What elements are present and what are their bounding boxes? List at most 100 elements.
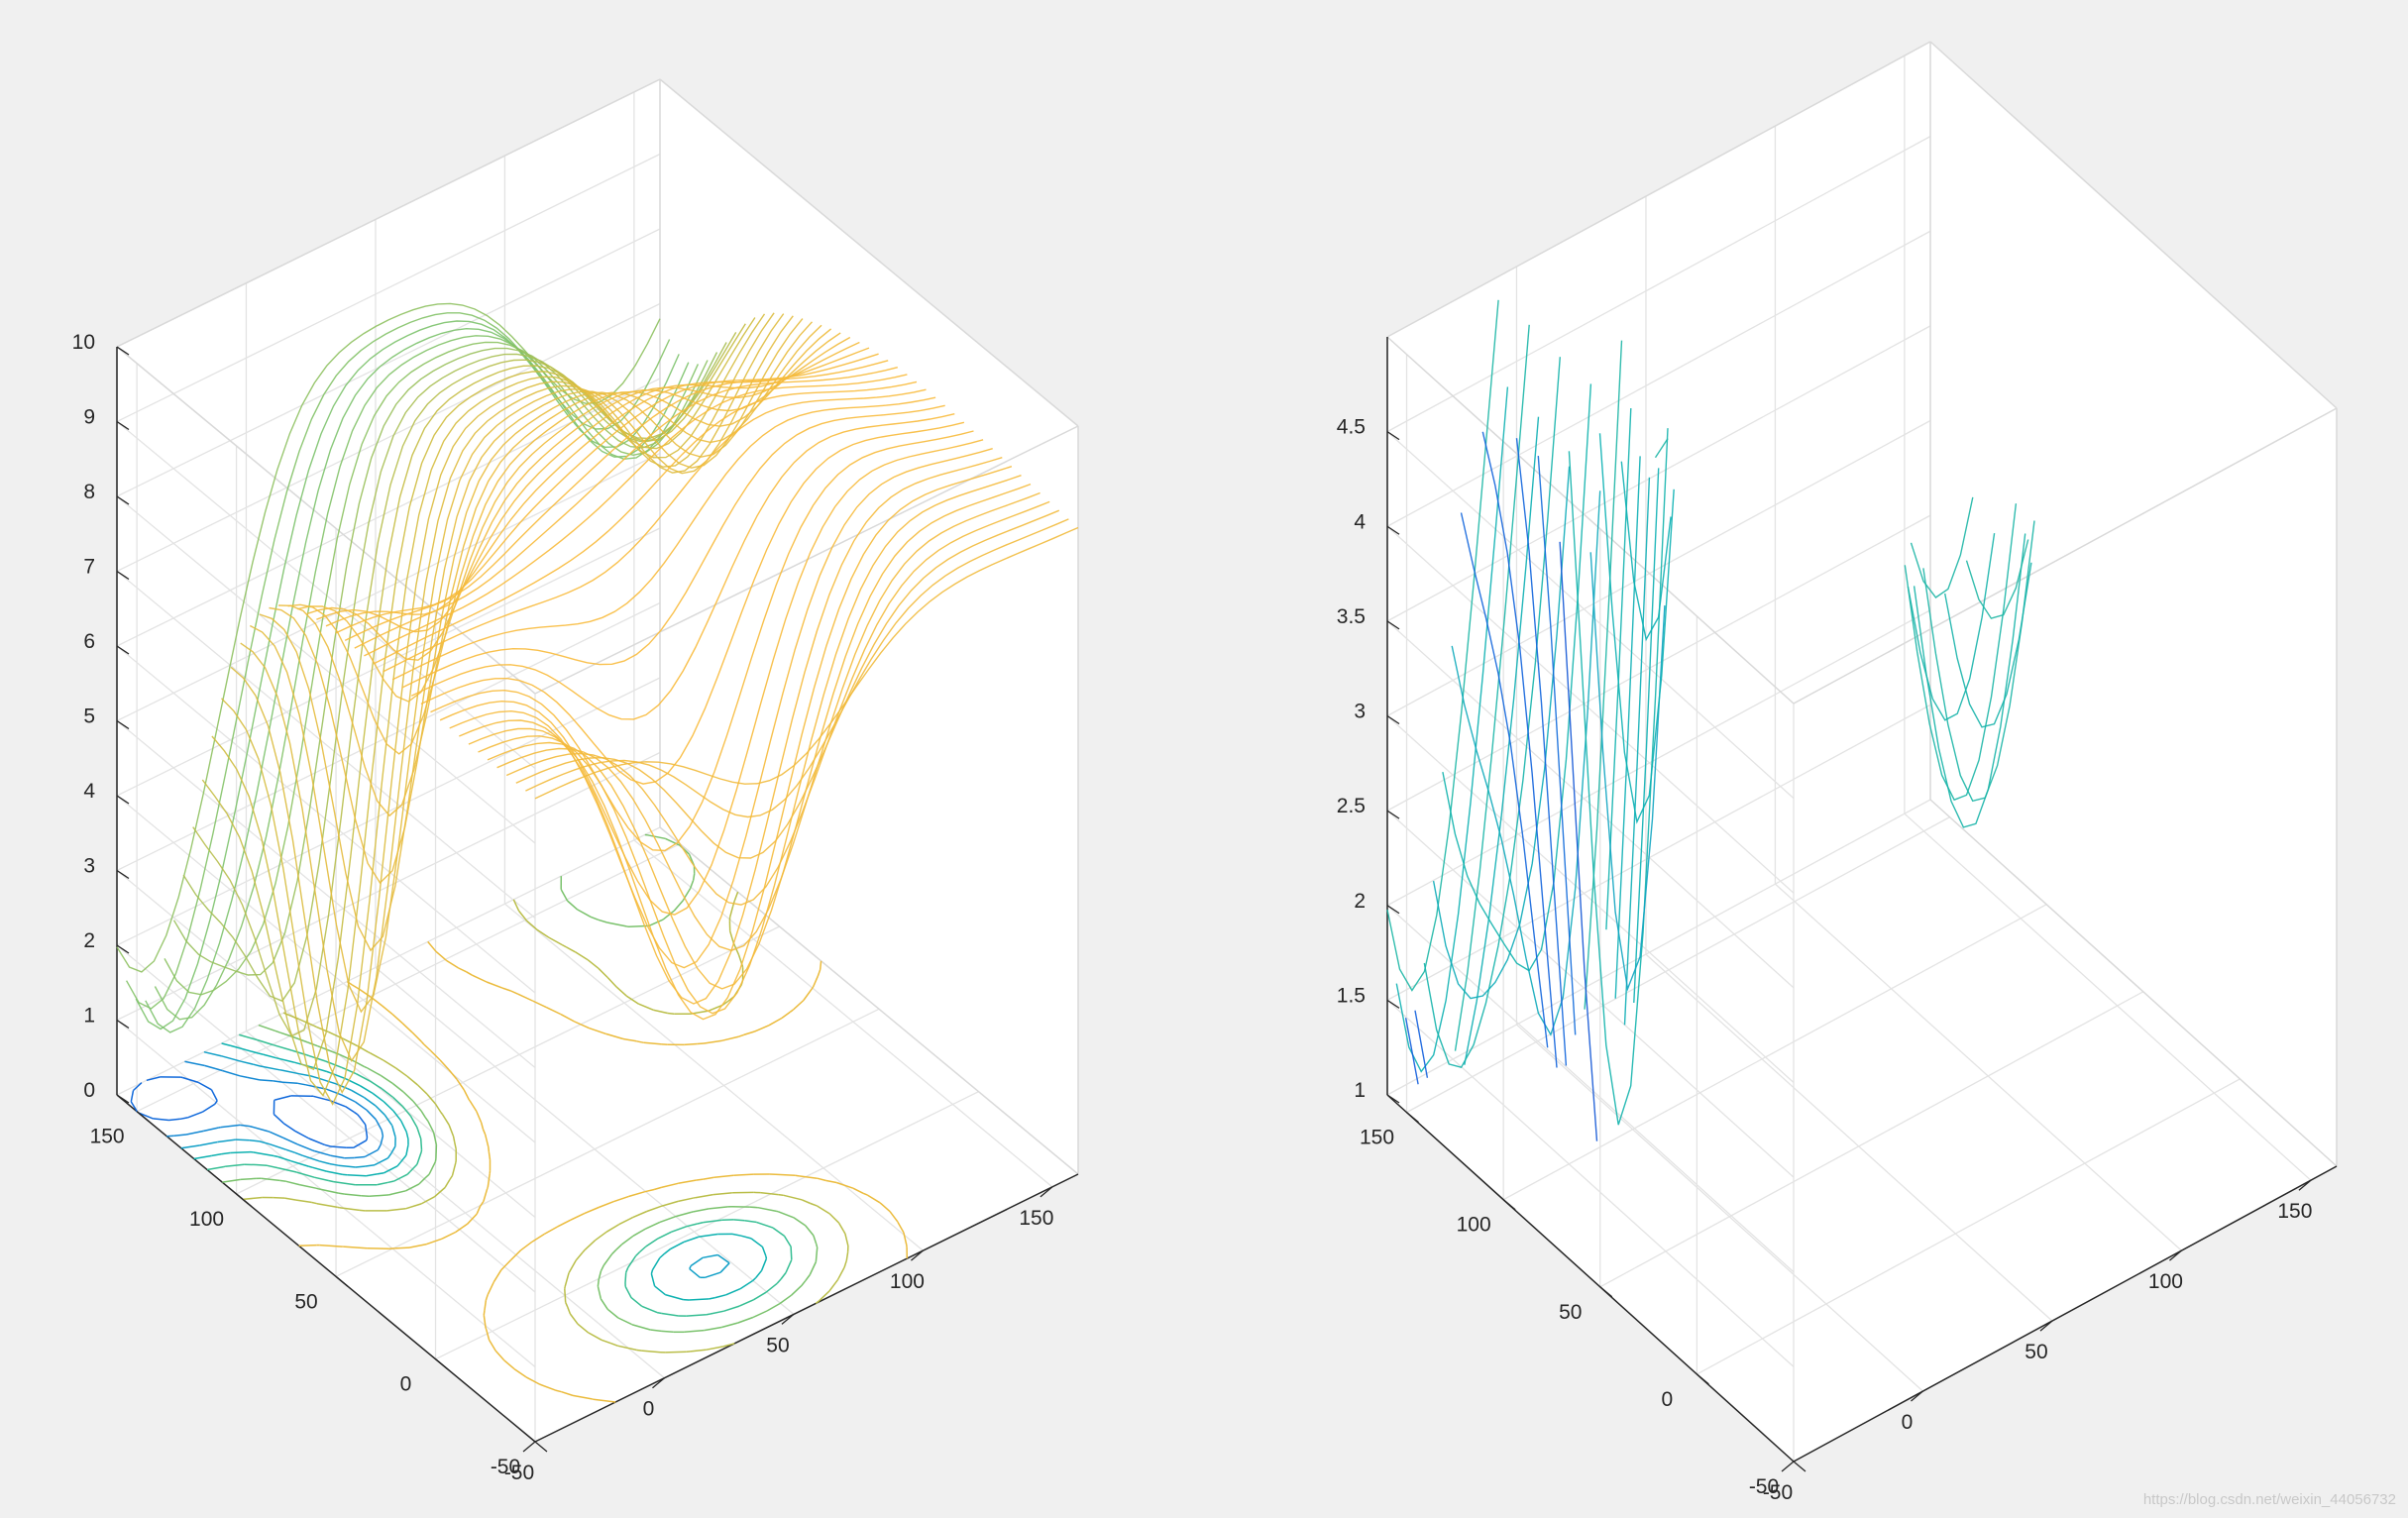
mesh-line [1481, 431, 1558, 1068]
z-tick-label: 7 [83, 556, 95, 579]
y-tick-mark [1696, 1373, 1709, 1385]
grid-line [1386, 905, 1795, 1273]
contour-segment [441, 1231, 457, 1240]
contour-segment [708, 1004, 723, 1012]
contour-segment [168, 1118, 180, 1122]
contour-segment [665, 1293, 684, 1301]
contour-segment [253, 1063, 261, 1067]
axes-edge [659, 78, 1079, 427]
contour-segment [722, 1343, 735, 1348]
contour-segment [210, 1089, 218, 1102]
contour-segment [654, 1285, 666, 1296]
mesh-line [1559, 541, 1598, 1141]
contour-segment [472, 974, 488, 983]
contour-segment [775, 1173, 796, 1177]
grid-line [504, 903, 924, 1251]
contour-segment [298, 1183, 317, 1189]
mesh-line [459, 457, 1003, 1005]
contour-segment [575, 951, 589, 961]
contour-segment [269, 1142, 287, 1151]
z-tick-mark [1386, 905, 1400, 915]
grid-line [1386, 704, 1931, 1001]
contour-segment [569, 1313, 579, 1325]
contour-segment [584, 1240, 597, 1250]
contour-segment [837, 1266, 845, 1279]
contour-segment [411, 1031, 422, 1042]
contour-segment [400, 1120, 407, 1133]
contour-segment [296, 1143, 313, 1151]
contour-segment [314, 1149, 331, 1156]
y-tick-label: 100 [1457, 1214, 1491, 1237]
contour-segment [812, 975, 819, 988]
contour-segment [383, 1101, 394, 1112]
tick-labels: -50 0 50 100 150 -50 0 50 100 150 1 1.5 2 2.5 3 3.5 4 4.5 [1337, 416, 2313, 1504]
z-tick-mark [1386, 431, 1400, 441]
contour-segment [284, 1197, 297, 1201]
mesh-line [344, 360, 889, 642]
contour-segment [483, 1309, 486, 1316]
contour-segment [515, 905, 520, 912]
y-tick-mark [534, 1441, 548, 1453]
mesh-line [1910, 496, 1974, 598]
mesh-line [135, 320, 680, 1030]
contour-segment [777, 1211, 795, 1219]
contour-segment [386, 1208, 406, 1212]
contour-segment [835, 1181, 854, 1189]
contour-segment [627, 1255, 637, 1268]
contour-segment [391, 1082, 404, 1093]
contour-segment [247, 1076, 261, 1081]
grid-line [116, 645, 536, 994]
contour-segment [482, 1129, 487, 1136]
contour-segment [257, 1052, 264, 1055]
contour-segment [817, 1205, 830, 1215]
contour-segment [343, 1246, 368, 1249]
contour-segment [344, 1193, 362, 1197]
contour-segment [879, 1202, 891, 1213]
grid-line [435, 1091, 979, 1360]
contour-segment [426, 1238, 443, 1246]
contour-segment [630, 1297, 643, 1307]
contour-segment [380, 1074, 393, 1085]
contour-segment [845, 1251, 849, 1261]
contour-segment [844, 1233, 849, 1247]
contour-segment [791, 1285, 803, 1296]
y-tick-label: -50 [1749, 1475, 1779, 1498]
contour-segment [710, 1310, 724, 1315]
contour-segment [648, 919, 664, 927]
contour-segment [689, 879, 695, 889]
z-tick-label: 9 [83, 406, 95, 429]
contour-segment [733, 1219, 745, 1222]
mesh-line [1913, 533, 2026, 828]
contour-segment [733, 891, 739, 902]
mesh-line [1598, 433, 1675, 824]
contour-segment [401, 1105, 411, 1117]
contour-segment [416, 1151, 422, 1165]
x-tick-mark [652, 1377, 665, 1389]
contour-segment [577, 909, 592, 918]
contour-segment [315, 1187, 319, 1190]
contour-segment [485, 1294, 489, 1301]
contour-segment [625, 1266, 629, 1273]
contour-segment [222, 1178, 241, 1183]
contour-segment [468, 1099, 471, 1102]
y-tick-mark [1406, 1112, 1419, 1124]
mesh-line [192, 332, 737, 1037]
grid-line [116, 420, 536, 770]
mesh-line [316, 341, 860, 633]
contour-segment [311, 1201, 318, 1205]
contour-segment [290, 1160, 309, 1167]
contour-segment [453, 1140, 457, 1149]
contour-segment [356, 1073, 371, 1082]
contour-segment [627, 924, 649, 928]
contour-segment [683, 1236, 699, 1244]
contour-segment [476, 1206, 482, 1215]
contour-segment [342, 1037, 358, 1047]
contour-segment [760, 1191, 779, 1196]
mesh-line [1454, 324, 1530, 1051]
y-tick-label: 0 [400, 1373, 412, 1396]
contour-segment [624, 1272, 627, 1284]
contour-segment [697, 1221, 704, 1225]
z-tick-mark [116, 869, 130, 880]
x-tick-label: 0 [643, 1398, 655, 1421]
